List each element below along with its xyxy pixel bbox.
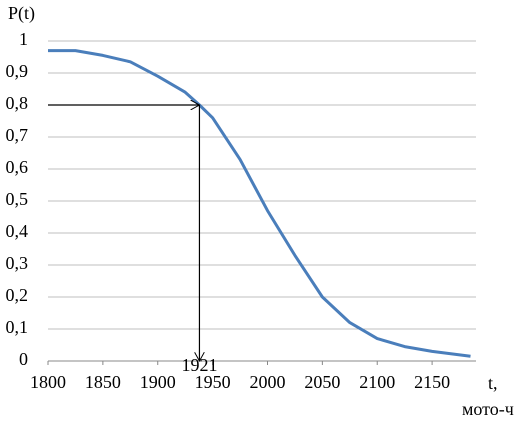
x-axis-title: t, [488,373,498,393]
line-series [48,49,471,358]
x-tick-label: 2150 [414,372,450,392]
y-tick-label: 0,3 [6,253,29,273]
x-axis-unit: мото-ч [462,399,514,419]
x-tick-label: 1800 [30,372,66,392]
x-tick-label: 1900 [140,372,176,392]
x-tick-label: 2050 [304,372,340,392]
y-axis-title: P(t) [8,3,35,24]
x-tick-label: 2000 [249,372,285,392]
y-tick-label: 0,2 [6,285,29,305]
y-tick-label: 0 [19,349,28,369]
x-tick-label: 1850 [85,372,121,392]
y-tick-label: 0,4 [6,221,29,241]
y-tick-label: 1 [19,29,28,49]
x-tick-label: 1950 [195,372,231,392]
y-tick-label: 0,5 [6,189,29,209]
y-tick-label: 0,7 [6,125,29,145]
y-tick-label: 0,9 [6,61,29,81]
y-tick-label: 0,8 [6,93,29,113]
y-tick-label: 0,6 [6,157,29,177]
x-tick-label: 2100 [359,372,395,392]
y-tick-label: 0,1 [6,317,29,337]
annotation-label: 1921 [181,355,217,375]
